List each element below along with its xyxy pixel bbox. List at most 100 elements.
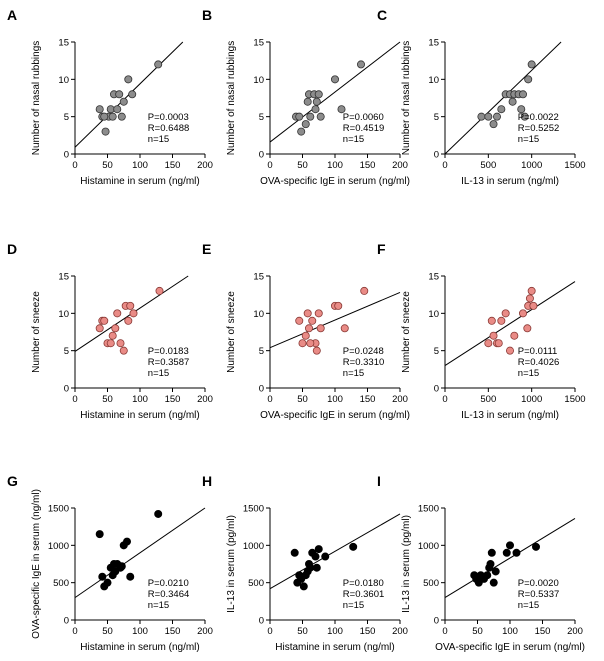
x-axis-label: Histamine in serum (ng/ml) [80,410,199,421]
stat-label: R=0.6488 [148,123,189,134]
stat-label: R=0.3601 [343,589,384,600]
x-tick-label: 200 [567,626,583,637]
y-tick-label: 15 [253,272,264,283]
panel-letter: A [7,7,17,23]
data-point [311,552,320,561]
scatter-panel-i: I 0 50 100 150 200 0 500 1000 1500 OVA-specific Ig… [377,473,585,653]
stat-label: R=0.3310 [343,357,384,368]
data-point [489,331,498,340]
data-point [477,112,486,121]
regression-line [74,507,206,599]
data-point [103,578,112,587]
data-point [106,339,115,348]
x-axis-label: OVA-specific IgE in serum (ng/ml) [260,176,410,187]
x-tick-label: 0 [267,160,272,171]
y-tick-label: 10 [428,309,439,320]
y-tick-label: 15 [58,272,69,283]
data-point [314,545,323,554]
y-tick-label: 1500 [418,504,439,515]
data-point [487,316,496,325]
stat-label: n=15 [343,368,364,379]
data-point [154,60,163,69]
data-point [316,324,325,333]
x-tick-label: 50 [472,626,483,637]
x-tick-label: 0 [72,626,77,637]
y-tick-label: 500 [53,578,69,589]
data-point [295,316,304,325]
data-point [117,112,126,121]
x-tick-label: 0 [267,626,272,637]
stat-label: R=0.5337 [518,589,559,600]
x-axis-label: OVA-specific IgE in serum (ng/ml) [260,410,410,421]
x-axis-label: Histamine in serum (ng/ml) [80,642,199,653]
x-tick-label: 150 [165,160,181,171]
y-tick-label: 0 [259,384,264,395]
x-tick-label: 1500 [564,394,585,405]
y-tick-label: 15 [428,38,439,49]
data-point [532,542,541,551]
data-point [126,572,135,581]
y-tick-label: 15 [428,272,439,283]
x-tick-label: 200 [392,160,408,171]
y-tick-label: 0 [259,616,264,627]
data-point [290,548,299,557]
data-point [340,324,349,333]
data-point [356,60,365,69]
x-axis-label: IL-13 in serum (ng/ml) [461,410,559,421]
stat-label: n=15 [343,134,364,145]
stat-label: R=0.3464 [148,589,189,600]
y-tick-label: 1000 [418,541,439,552]
data-point [527,286,536,295]
x-tick-label: 0 [442,160,447,171]
regression-line [269,513,401,590]
x-tick-label: 50 [102,394,113,405]
x-tick-label: 50 [297,160,308,171]
data-point [124,75,133,84]
stat-label: n=15 [148,600,169,611]
y-tick-label: 5 [434,112,439,123]
data-point [117,562,126,571]
panel-letter: I [377,473,381,489]
y-axis-label: IL-13 in serum (pg/ml) [226,515,237,613]
x-tick-label: 500 [480,160,496,171]
y-tick-label: 0 [64,616,69,627]
stat-label: R=0.4026 [518,357,559,368]
scatter-panel-d: D 0 50 100 150 200 0 5 10 15 Histamine in serum (n… [7,241,213,421]
y-tick-label: 0 [434,384,439,395]
x-tick-label: 200 [197,394,213,405]
y-tick-label: 500 [248,578,264,589]
stat-label: R=0.5252 [518,123,559,134]
x-tick-label: 150 [360,626,376,637]
data-point [301,331,310,340]
data-point [119,97,128,106]
stat-label: P=0.0003 [148,112,189,123]
stat-label: P=0.0180 [343,578,384,589]
x-axis-label: OVA-specific IgE in serum (ng/ml) [435,642,585,653]
y-tick-label: 10 [253,75,264,86]
stat-label: P=0.0022 [518,112,559,123]
y-axis-label: Number of sneeze [31,291,42,373]
data-point [519,90,528,99]
x-tick-label: 150 [165,626,181,637]
data-point [100,112,109,121]
data-point [519,309,528,318]
y-tick-label: 10 [58,309,69,320]
x-tick-label: 50 [297,626,308,637]
x-tick-label: 100 [132,160,148,171]
stat-label: n=15 [518,134,539,145]
data-point [113,105,122,114]
data-point [316,112,325,121]
y-tick-label: 10 [428,75,439,86]
data-point [111,324,120,333]
x-tick-label: 100 [327,626,343,637]
x-tick-label: 150 [360,394,376,405]
data-point [95,105,104,114]
scatter-panel-c: C 0 500 1000 1500 0 5 10 15 IL-13 in serum (ng/ml… [377,7,586,187]
regression-line [269,291,401,349]
data-point [314,309,323,318]
data-point [311,105,320,114]
x-tick-label: 150 [165,394,181,405]
data-point [297,127,306,136]
x-tick-label: 150 [535,626,551,637]
data-point [360,286,369,295]
